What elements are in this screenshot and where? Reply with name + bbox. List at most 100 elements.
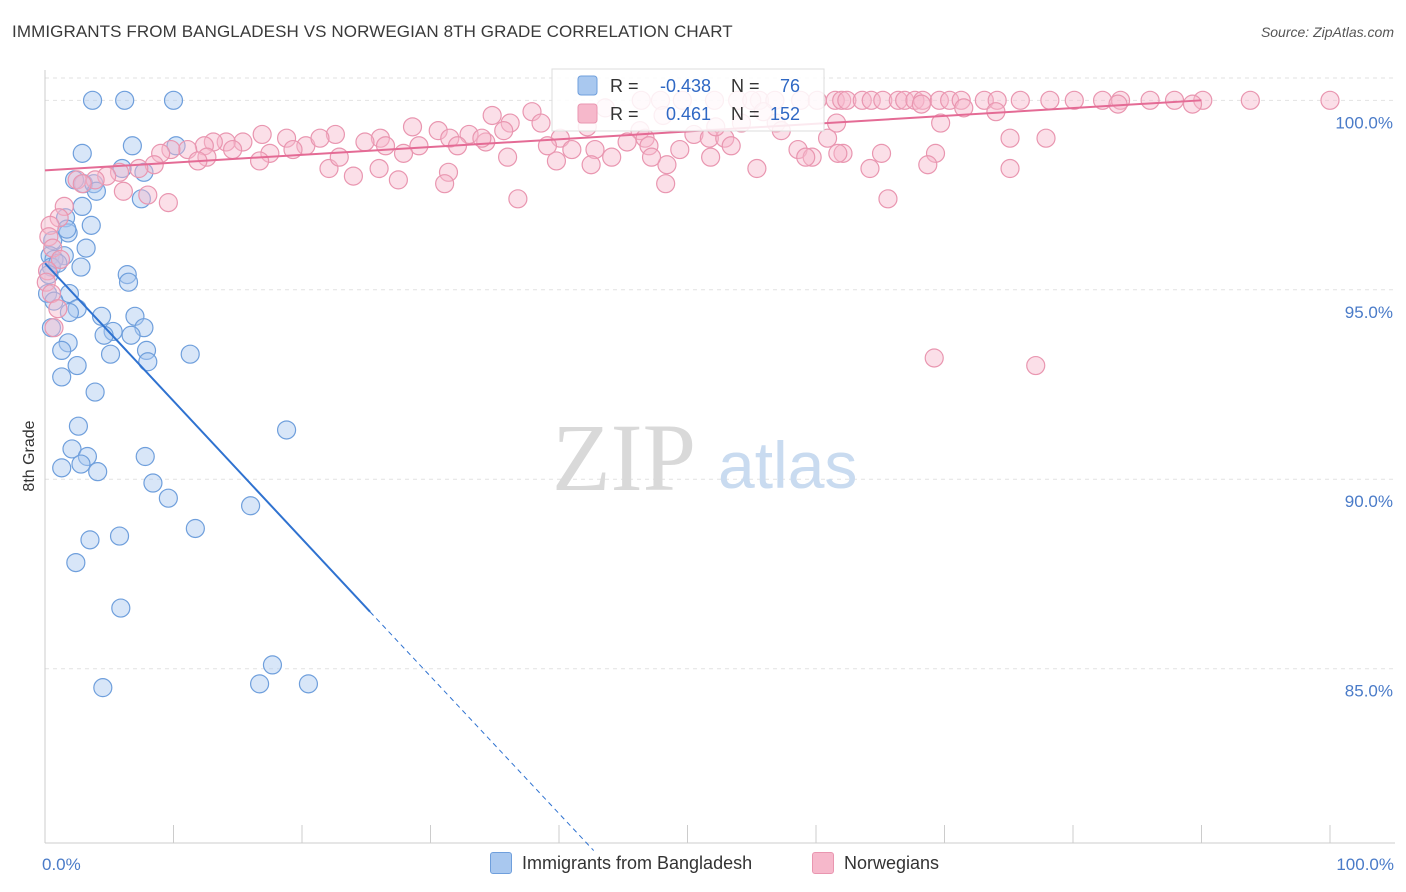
point-pink-145 (329, 147, 349, 167)
point-blue-63 (80, 530, 100, 550)
point-pink-104 (747, 158, 767, 179)
stats-legend-swatch-blue (577, 75, 598, 96)
point-pink-33 (1320, 90, 1340, 110)
point-pink-115 (435, 174, 455, 194)
point-pink-96 (249, 151, 270, 171)
stats-r-label-blue: R = (610, 76, 639, 96)
point-blue-3 (122, 136, 142, 156)
point-blue-41 (58, 333, 78, 353)
point-pink-61 (276, 128, 297, 148)
stats-n-value-pink: 152 (770, 104, 800, 124)
point-pink-79 (721, 136, 741, 156)
point-blue-4 (72, 143, 92, 163)
point-pink-90 (498, 147, 518, 167)
point-pink-75 (562, 139, 582, 160)
x-tick-labels: 0.0% 100.0% (42, 855, 1394, 874)
y-tick-label-0: 85.0% (1345, 682, 1393, 701)
point-pink-129 (39, 227, 59, 247)
watermark: ZIP atlas (552, 404, 857, 511)
point-pink-82 (871, 143, 892, 163)
point-pink-86 (223, 139, 243, 160)
axes (44, 70, 1395, 844)
legend-label-bangladesh: Immigrants from Bangladesh (522, 852, 753, 873)
stats-legend-swatch-pink (577, 103, 598, 124)
point-pink-118 (1000, 158, 1020, 179)
stats-n-label-blue: N = (731, 76, 760, 96)
point-pink-126 (54, 196, 74, 217)
point-pink-26 (1064, 90, 1084, 110)
point-pink-30 (1164, 90, 1185, 110)
legend-item-norwegians[interactable]: Norwegians (812, 852, 939, 874)
series-bangladesh-points (37, 90, 319, 698)
point-blue-68 (298, 674, 319, 694)
point-blue-56 (52, 458, 72, 478)
point-pink-85 (161, 139, 181, 160)
point-pink-141 (1182, 94, 1203, 114)
point-blue-65 (111, 598, 131, 618)
point-blue-11 (134, 162, 154, 182)
point-pink-11 (837, 90, 857, 110)
point-pink-103 (657, 155, 677, 175)
point-pink-51 (440, 128, 460, 148)
point-pink-81 (833, 143, 853, 163)
stats-r-label-pink: R = (610, 104, 639, 124)
point-pink-48 (931, 113, 951, 133)
point-pink-73 (476, 132, 496, 152)
y-axis-label: 8th Grade (21, 420, 38, 491)
point-pink-25 (1040, 90, 1060, 110)
point-blue-15 (81, 215, 101, 235)
point-pink-93 (802, 147, 822, 167)
trend-line-norwegians (44, 99, 1202, 172)
source-label: Source: ZipAtlas.com (1260, 24, 1394, 40)
point-pink-91 (546, 151, 567, 171)
watermark-atlas: atlas (718, 428, 857, 502)
point-pink-52 (459, 124, 479, 145)
point-pink-146 (701, 147, 721, 167)
point-blue-44 (180, 344, 200, 364)
stats-legend: R = -0.438 N = 76 R = 0.461 N = 152 (551, 68, 825, 132)
point-pink-133 (36, 272, 56, 292)
point-pink-119 (918, 155, 938, 175)
point-pink-110 (67, 170, 87, 190)
point-pink-76 (585, 139, 605, 160)
point-pink-15 (888, 90, 908, 110)
point-pink-19 (929, 90, 949, 110)
point-pink-136 (44, 318, 64, 338)
point-pink-137 (1036, 128, 1056, 148)
point-blue-57 (88, 462, 108, 482)
legend-swatch-norwegians (812, 852, 834, 874)
series-norwegians-points (36, 90, 1340, 376)
trend-lines (44, 99, 1202, 851)
point-blue-47 (67, 355, 87, 376)
point-pink-60 (1000, 128, 1020, 148)
point-blue-25 (71, 257, 91, 277)
point-pink-38 (500, 113, 520, 133)
point-pink-131 (50, 249, 71, 270)
point-blue-49 (85, 382, 105, 402)
point-blue-33 (59, 302, 80, 323)
point-blue-1 (115, 90, 135, 110)
point-pink-102 (581, 155, 601, 175)
point-pink-68 (310, 128, 330, 148)
point-pink-113 (343, 166, 363, 186)
point-blue-40 (121, 325, 141, 345)
point-blue-52 (62, 439, 82, 459)
point-pink-78 (670, 139, 690, 160)
point-pink-10 (832, 90, 852, 110)
point-pink-41 (428, 121, 448, 141)
point-pink-42 (494, 121, 514, 141)
point-blue-46 (138, 352, 158, 372)
point-pink-101 (438, 162, 459, 182)
point-pink-117 (796, 147, 816, 167)
legend-swatch-bangladesh (490, 852, 512, 874)
point-blue-58 (143, 473, 163, 493)
point-blue-53 (135, 446, 155, 467)
point-pink-114 (388, 170, 408, 190)
point-pink-71 (409, 136, 429, 156)
legend-item-bangladesh[interactable]: Immigrants from Bangladesh (490, 852, 752, 874)
point-pink-92 (602, 147, 622, 167)
point-pink-74 (537, 136, 558, 156)
point-blue-48 (52, 367, 72, 387)
point-blue-27 (117, 265, 137, 285)
point-blue-18 (43, 230, 63, 251)
